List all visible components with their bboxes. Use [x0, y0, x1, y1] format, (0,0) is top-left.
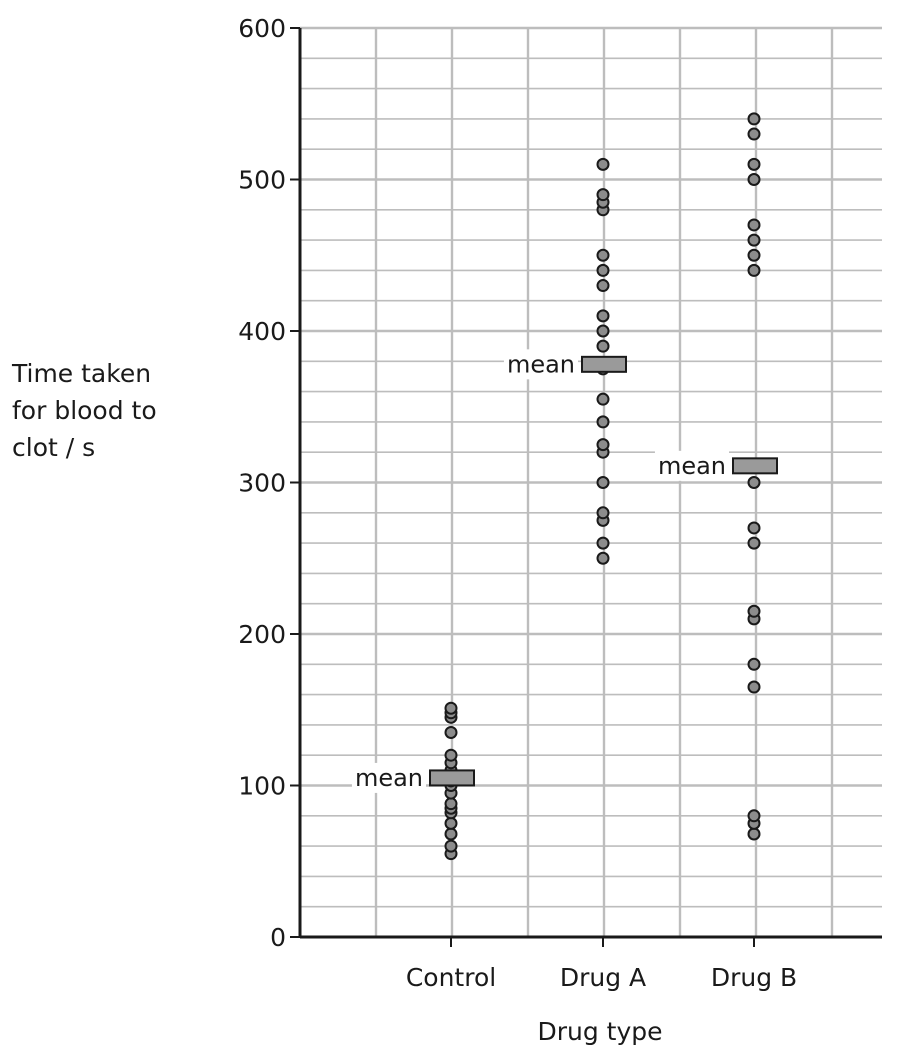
data-point — [747, 112, 761, 126]
data-point — [444, 725, 458, 739]
mean-label: mean — [658, 452, 726, 480]
data-point — [747, 680, 761, 694]
data-point — [596, 157, 610, 171]
data-point — [444, 748, 458, 762]
data-point — [596, 279, 610, 293]
y-axis-title-line-1: Time taken — [11, 359, 151, 388]
y-axis-title: Time taken for blood to clot / s — [11, 359, 157, 462]
data-point — [596, 476, 610, 489]
data-point — [747, 127, 761, 141]
data-point — [747, 657, 761, 671]
data-point — [596, 438, 610, 452]
data-point — [747, 521, 761, 535]
data-point — [596, 188, 610, 202]
data-point — [747, 173, 761, 186]
data-point — [596, 263, 610, 277]
y-tick-label: 100 — [238, 772, 286, 801]
data-point — [596, 248, 610, 262]
data-point — [596, 536, 610, 550]
data-point — [747, 248, 761, 262]
y-axis-title-line-2: for blood to — [12, 396, 157, 425]
data-point — [444, 839, 458, 853]
mean-marker — [581, 355, 627, 373]
mean-markers: mean mean mean — [351, 349, 778, 793]
data-point — [596, 324, 610, 338]
mean-label-background — [654, 450, 729, 481]
mean-label-background — [351, 762, 426, 793]
data-point — [596, 309, 610, 323]
y-tick-label: 600 — [238, 14, 286, 43]
x-category-label: Drug B — [711, 963, 797, 992]
data-point — [596, 339, 610, 353]
mean-marker — [429, 769, 475, 787]
y-tick-label: 500 — [238, 166, 286, 195]
data-point — [596, 415, 610, 429]
mean-label: mean — [507, 350, 575, 378]
y-tick-label: 400 — [238, 317, 286, 346]
data-point — [596, 506, 610, 520]
mean-label-background — [503, 349, 578, 380]
data-point — [747, 263, 761, 277]
data-point — [596, 551, 610, 565]
data-point — [747, 476, 761, 489]
y-ticks: 0 100 200 300 400 500 600 — [238, 14, 300, 952]
data-point — [444, 701, 458, 715]
y-tick-label: 0 — [270, 923, 286, 952]
y-axis-title-line-3: clot / s — [12, 433, 95, 462]
data-point — [747, 536, 761, 550]
data-point — [747, 157, 761, 171]
mean-label: mean — [355, 764, 423, 792]
data-point — [747, 827, 761, 841]
x-category-label: Control — [406, 963, 496, 992]
y-tick-label: 300 — [238, 469, 286, 498]
data-point — [747, 809, 761, 823]
x-category-labels: Control Drug A Drug B — [406, 937, 797, 992]
data-point — [596, 392, 610, 406]
x-category-label: Drug A — [560, 963, 646, 992]
data-point — [747, 218, 761, 232]
data-point — [444, 827, 458, 841]
grid-lines — [300, 26, 882, 939]
mean-marker — [732, 457, 778, 475]
data-points — [444, 112, 761, 861]
x-axis-title: Drug type — [537, 1017, 662, 1046]
data-point — [444, 816, 458, 830]
data-point — [747, 233, 761, 247]
y-tick-label: 200 — [238, 620, 286, 649]
data-point — [747, 604, 761, 618]
data-point — [444, 797, 458, 811]
